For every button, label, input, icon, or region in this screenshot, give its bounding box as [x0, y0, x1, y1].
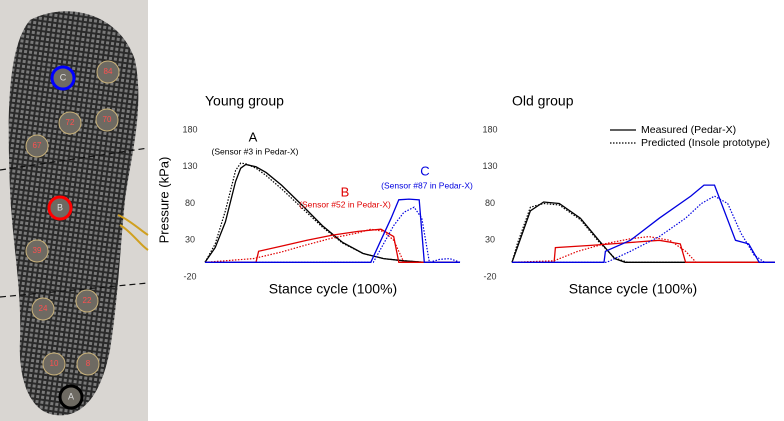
y-tick-label: 30: [485, 235, 495, 245]
series-line: [204, 163, 460, 263]
legend-label: Predicted (Insole prototype): [641, 137, 770, 149]
chart-title: Old group: [512, 93, 574, 109]
sensor: [95, 108, 119, 132]
series-line: [204, 228, 460, 263]
sensor: [25, 239, 49, 263]
sensor: [58, 111, 82, 135]
sensor: [31, 297, 55, 321]
marker-label: B: [57, 202, 63, 212]
insole-photo: [0, 0, 149, 421]
x-axis-label: Stance cycle (100%): [269, 281, 397, 297]
sensor-label: 70: [103, 115, 112, 124]
sensor-label: 84: [104, 67, 113, 76]
chart-title: Young group: [205, 93, 284, 109]
sensor-label: 10: [50, 359, 59, 368]
marker-label: A: [68, 391, 74, 401]
sensor-label: 24: [39, 304, 48, 313]
y-tick-label: 80: [485, 198, 495, 208]
y-tick-label: 180: [482, 124, 497, 134]
series-line: [512, 195, 775, 263]
series-line: [512, 184, 775, 263]
sensor: [42, 352, 66, 376]
annotation: B: [341, 184, 350, 199]
annotation: (Sensor #3 in Pedar-X): [212, 146, 299, 156]
series-line: [512, 239, 775, 263]
sensor: [76, 352, 100, 376]
marker-label: C: [60, 72, 67, 82]
series-line: [511, 202, 775, 263]
y-tick-label: -20: [483, 271, 496, 281]
sensor-label: 72: [66, 118, 75, 127]
legend-label: Measured (Pedar-X): [641, 124, 736, 136]
sensor-label: 39: [33, 246, 42, 255]
series-line: [511, 235, 775, 263]
series-line: [205, 198, 460, 263]
sensor-label: 67: [33, 141, 42, 150]
annotation: (Sensor #87 in Pedar-X): [381, 180, 473, 190]
marker-circle: [47, 195, 73, 221]
y-tick-label: 130: [482, 161, 497, 171]
y-tick-label: 130: [182, 161, 197, 171]
y-axis-label: Pressure (kPa): [156, 157, 171, 244]
sensor: [96, 60, 120, 84]
sensor: [25, 134, 49, 158]
y-tick-label: 180: [182, 124, 197, 134]
annotation: A: [249, 129, 258, 144]
sensor-label: 22: [83, 296, 92, 305]
y-tick-label: 30: [185, 235, 195, 245]
annotation: C: [420, 163, 429, 178]
sensor-label: 8: [86, 359, 91, 368]
y-tick-label: 80: [185, 198, 195, 208]
series-line: [205, 206, 461, 264]
marker-circle: [58, 384, 84, 410]
y-tick-label: -20: [183, 271, 196, 281]
series-line: [511, 201, 775, 263]
x-axis-label: Stance cycle (100%): [569, 281, 697, 297]
marker-circle: [50, 65, 76, 91]
annotation: (Sensor #52 in Pedar-X): [299, 199, 391, 209]
sensor: [75, 289, 99, 313]
